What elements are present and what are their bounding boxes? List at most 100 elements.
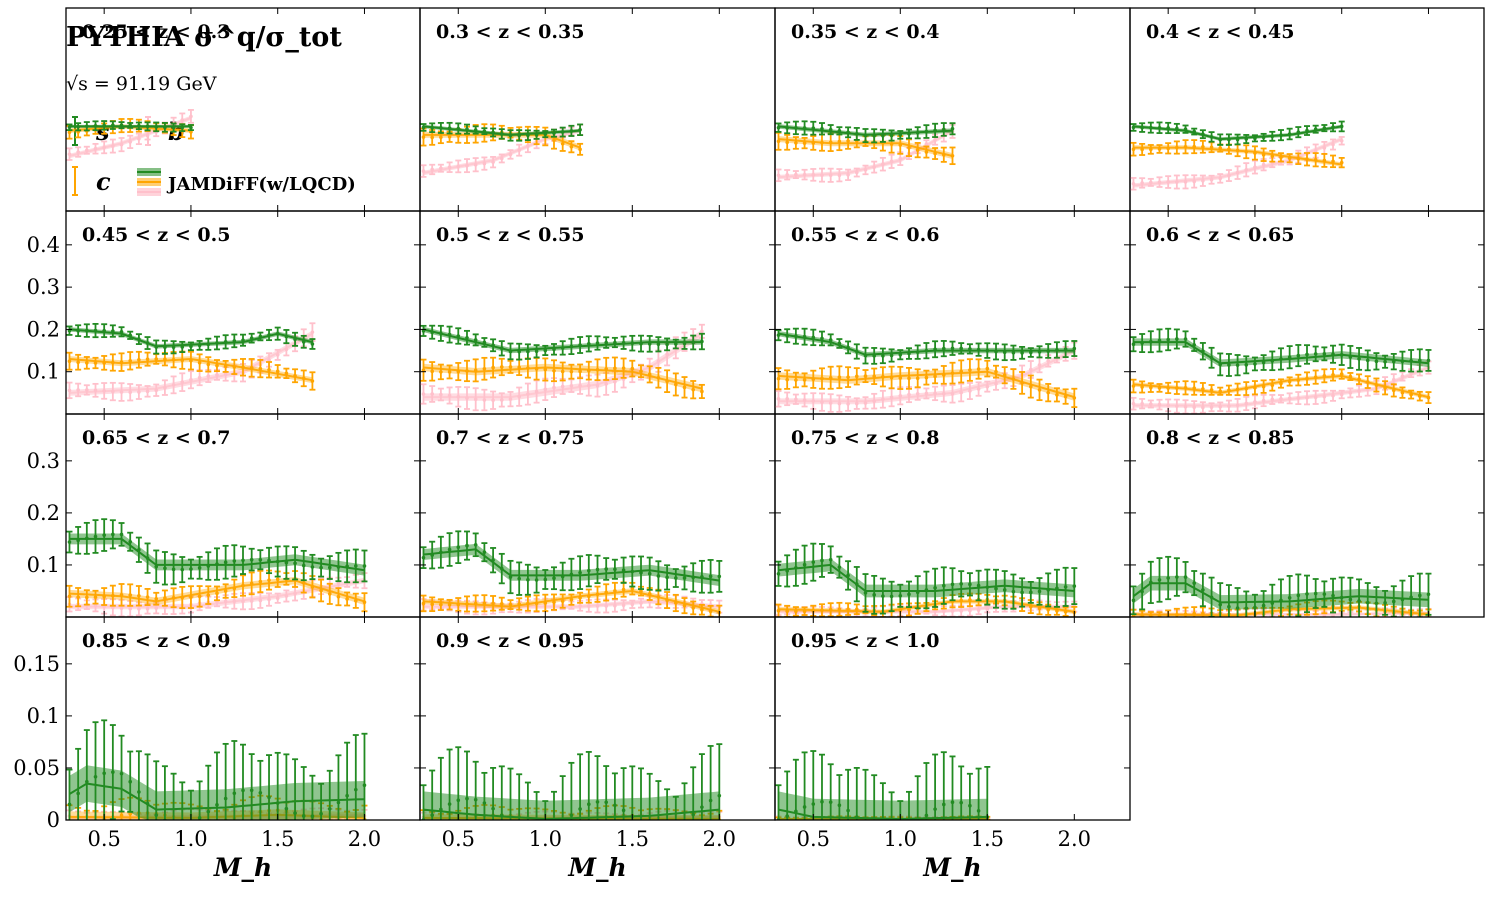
point-s (655, 336, 662, 353)
point-s (153, 760, 160, 820)
point-c (437, 363, 444, 381)
point-s (455, 122, 462, 135)
point-b (818, 392, 825, 412)
point-s (784, 770, 791, 820)
point-b (1338, 389, 1345, 400)
point-s (845, 768, 852, 820)
point-b (1217, 173, 1224, 184)
point-b (1173, 398, 1180, 414)
point-b (420, 164, 427, 178)
point-c (1156, 383, 1163, 393)
point-s (326, 769, 333, 820)
point-c (940, 146, 947, 163)
point-c (127, 583, 134, 607)
point-s (429, 122, 436, 133)
point-b (853, 397, 860, 410)
point-b (620, 599, 627, 612)
point-s (161, 551, 168, 586)
point-s (222, 334, 229, 350)
point-s (993, 342, 1000, 361)
point-c (1191, 139, 1198, 155)
point-b (879, 156, 886, 172)
point-s (196, 555, 203, 580)
point-s (127, 330, 134, 340)
point-s (1243, 134, 1250, 145)
point-s (1191, 127, 1198, 136)
point-s (1165, 327, 1172, 352)
point-s (109, 519, 116, 550)
point-c (1165, 142, 1172, 155)
point-s (897, 800, 904, 820)
point-s (897, 130, 904, 140)
point-s (1173, 557, 1180, 597)
point-s (109, 324, 116, 338)
point-c (1338, 156, 1345, 169)
point-s (1425, 349, 1432, 372)
point-c (213, 585, 220, 602)
x-axis-label: M_h (567, 853, 626, 882)
point-b (1269, 394, 1276, 405)
point-s (716, 743, 723, 820)
point-s (1295, 126, 1302, 139)
point-s (127, 750, 134, 813)
point-s (1338, 343, 1345, 366)
point-s (153, 121, 160, 133)
point-s (905, 347, 912, 360)
point-s (446, 325, 453, 344)
point-c (568, 140, 575, 154)
point-s (335, 551, 342, 583)
point-c (975, 358, 982, 380)
point-s (1182, 124, 1189, 134)
point-b (827, 167, 834, 183)
point-s (1286, 345, 1293, 370)
point-s (1269, 130, 1276, 142)
point-s (1234, 354, 1241, 377)
point-s (1234, 133, 1241, 146)
point-c (1304, 371, 1310, 386)
point-c (318, 578, 325, 603)
point-s (905, 128, 912, 140)
band-b (69, 115, 191, 159)
point-s (75, 324, 82, 338)
point-b (1182, 174, 1189, 190)
point-c (1425, 391, 1432, 405)
point-c (205, 356, 212, 373)
point-b (888, 153, 895, 169)
point-s (248, 332, 255, 344)
point-b (1338, 136, 1345, 146)
point-s (507, 342, 514, 361)
point-s (646, 335, 653, 353)
band-s (423, 543, 720, 586)
point-c (455, 597, 462, 612)
point-c (559, 593, 566, 609)
panel-8: 0.1 0.2 0.3 0.65 < z < 0.7 (27, 413, 421, 618)
point-s (1053, 341, 1060, 359)
point-c (1182, 606, 1189, 617)
x-tick-label: 1.5 (261, 827, 294, 851)
point-s (1251, 356, 1258, 372)
point-c (559, 361, 566, 382)
point-c (801, 372, 808, 388)
point-c (949, 146, 956, 166)
point-s (1338, 576, 1345, 617)
point-s (1277, 578, 1284, 617)
point-s (1286, 127, 1293, 141)
point-c (498, 357, 505, 377)
point-s (1001, 570, 1008, 610)
point-s (1364, 349, 1371, 372)
point-b (818, 167, 825, 183)
point-b (1312, 389, 1319, 405)
point-s (1199, 129, 1206, 140)
point-s (775, 329, 782, 342)
point-b (463, 386, 470, 410)
point-s (1373, 352, 1380, 371)
point-b (1234, 165, 1241, 180)
point-s (542, 800, 549, 820)
legend-entry-c: c (72, 166, 111, 196)
point-b (1199, 401, 1206, 414)
point-s (283, 545, 290, 580)
band-c (423, 131, 581, 151)
point-s (481, 337, 488, 348)
point-c (274, 364, 281, 379)
point-s (420, 324, 427, 337)
